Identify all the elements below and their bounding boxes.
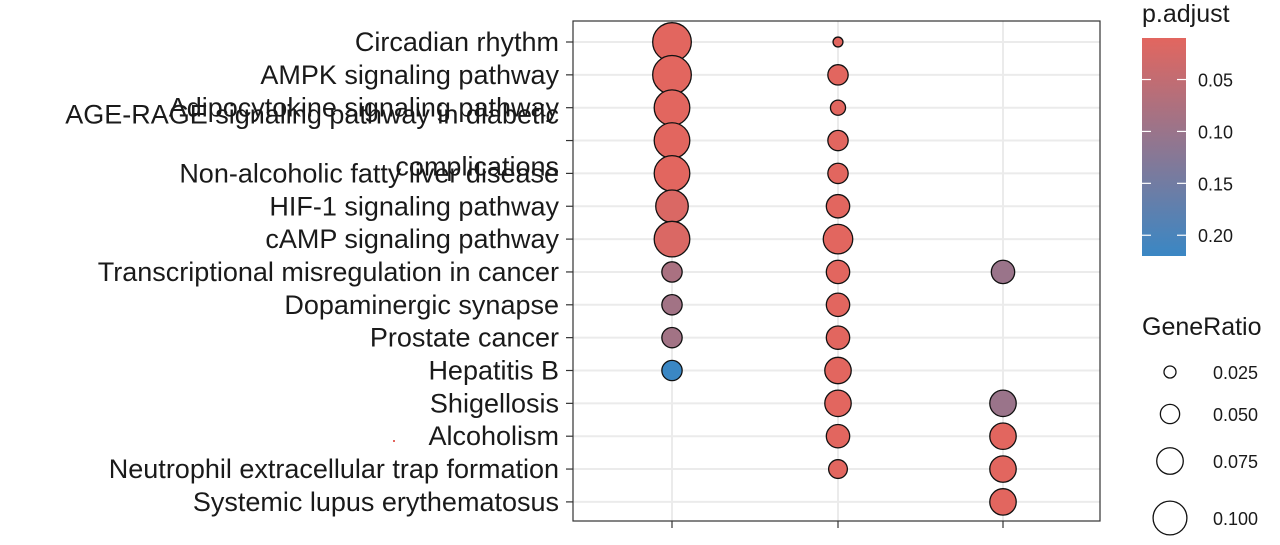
data-point: [989, 422, 1017, 451]
size-legend-label: 0.100: [1213, 509, 1258, 529]
data-point: [661, 359, 683, 382]
data-point: [989, 389, 1017, 418]
data-point: [661, 326, 683, 349]
pathway-label: AGE-RAGE signaling pathway in diabetic: [65, 100, 559, 130]
data-point: [827, 162, 849, 185]
pathway-label: Non-alcoholic fatty liver disease: [179, 158, 559, 188]
size-legend-label: 0.050: [1213, 405, 1258, 425]
size-legend: GeneRatio 0.025 0.050 0.075 0.100: [1142, 313, 1262, 536]
data-point: [825, 325, 851, 350]
data-point: [827, 129, 849, 152]
pathway-label: Transcriptional misregulation in cancer: [98, 257, 559, 287]
size-legend-circle: [1159, 403, 1181, 425]
data-point: [990, 259, 1016, 285]
data-point: [827, 459, 849, 480]
data-point: [822, 223, 854, 255]
pathway-label: complications: [395, 152, 559, 182]
color-tick-label: 0.05: [1198, 71, 1233, 91]
pathway-label: HIF-1 signaling pathway: [269, 191, 559, 221]
size-legend-title: GeneRatio: [1142, 313, 1262, 341]
color-legend-bar: [1142, 38, 1186, 256]
pathway-label: Dopaminergic synapse: [284, 290, 559, 320]
data-points: [652, 22, 1017, 516]
data-point: [832, 36, 844, 48]
data-point: [989, 488, 1017, 516]
pathway-label: Shigellosis: [430, 388, 559, 418]
pathway-label: Alcoholism: [428, 421, 559, 451]
data-point: [655, 189, 689, 224]
data-point: [827, 64, 849, 86]
pathway-label: AMPK signaling pathway: [260, 60, 559, 90]
data-point: [825, 193, 851, 219]
data-point: [825, 423, 851, 449]
pathway-label: Neutrophil extracellular trap formation: [109, 454, 559, 484]
pathway-label: Systemic lupus erythematosus: [193, 487, 559, 517]
data-point: [989, 455, 1017, 483]
color-tick-label: 0.15: [1198, 174, 1233, 194]
color-legend-title: p.adjust: [1142, 0, 1230, 28]
y-ticks: [566, 41, 573, 503]
color-legend-ticks: 0.05 0.10 0.15 0.20: [1142, 71, 1233, 246]
size-legend-items: 0.025 0.050 0.075 0.100: [1152, 363, 1258, 536]
data-point: [824, 356, 852, 385]
size-legend-label: 0.075: [1213, 452, 1258, 472]
size-legend-circle: [1163, 365, 1177, 379]
data-point: [653, 122, 691, 159]
data-point: [661, 261, 683, 283]
size-legend-circle: [1156, 447, 1184, 475]
size-legend-label: 0.025: [1213, 363, 1258, 383]
data-point: [829, 99, 847, 116]
data-point: [824, 389, 852, 418]
data-point: [652, 54, 692, 95]
x-ticks: [671, 521, 1004, 528]
data-point: [661, 293, 683, 316]
size-legend-circle: [1152, 500, 1188, 536]
color-legend: p.adjust 0.05 0.10 0.15 0.20: [1142, 0, 1233, 256]
data-point: [653, 89, 691, 127]
data-point: [653, 220, 691, 258]
color-tick-label: 0.20: [1198, 226, 1233, 246]
plot-border: [572, 20, 1101, 522]
stray-dot: [393, 440, 395, 442]
pathway-label: cAMP signaling pathway: [265, 224, 559, 254]
data-point: [825, 292, 851, 318]
pathway-label: Prostate cancer: [370, 323, 559, 353]
data-point: [653, 154, 691, 192]
data-point: [825, 259, 851, 285]
color-tick-label: 0.10: [1198, 122, 1233, 142]
pathway-label: Circadian rhythm: [355, 27, 559, 57]
pathway-label: Hepatitis B: [428, 356, 559, 386]
pathway-label: Adipocytokine signaling pathway: [169, 93, 560, 123]
